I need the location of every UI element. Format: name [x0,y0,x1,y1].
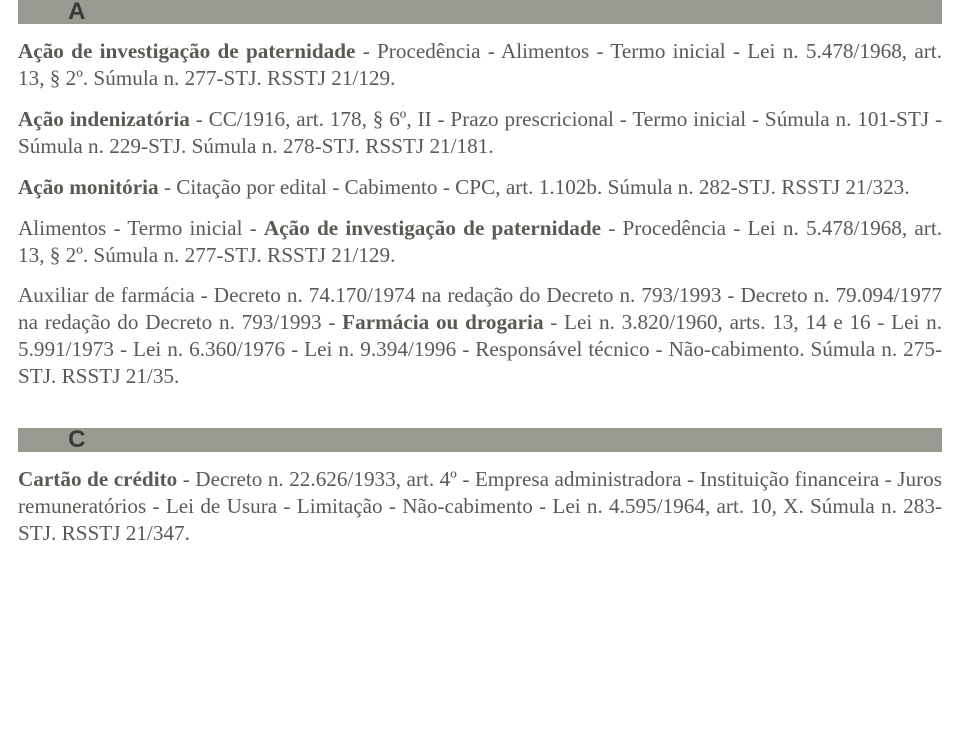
section-spacer [18,404,942,428]
section-header-c: C [18,428,942,452]
index-entry: Cartão de crédito - Decreto n. 22.626/19… [18,466,942,547]
index-entry: Ação monitória - Citação por edital - Ca… [18,174,942,201]
index-entry: Auxiliar de farmácia - Decreto n. 74.170… [18,282,942,390]
index-entry: Ação indenizatória - CC/1916, art. 178, … [18,106,942,160]
section-header-a: A [18,0,942,24]
section-letter-c: C [18,426,136,454]
index-entry: Alimentos - Termo inicial - Ação de inve… [18,215,942,269]
index-entry: Ação de investigação de paternidade - Pr… [18,38,942,92]
section-letter-a: A [18,0,136,26]
